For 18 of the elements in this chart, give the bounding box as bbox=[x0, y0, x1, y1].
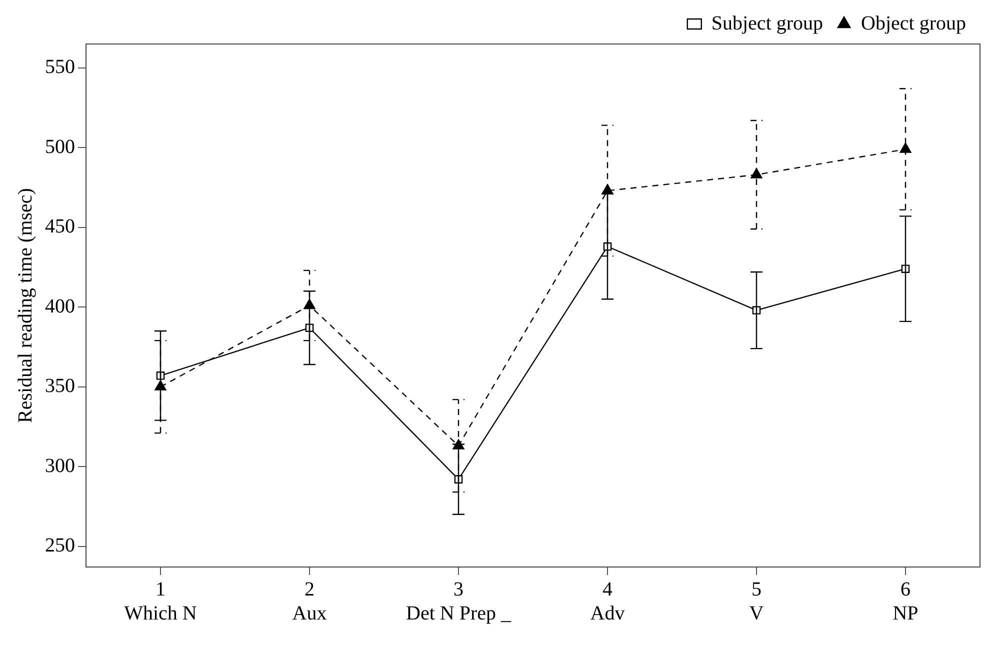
y-axis-title: Residual reading time (msec) bbox=[14, 188, 36, 423]
point bbox=[750, 168, 762, 178]
y-tick-label: 550 bbox=[45, 56, 75, 78]
point bbox=[900, 142, 912, 153]
y-tick-label: 300 bbox=[45, 454, 75, 477]
y-tick-label: 500 bbox=[45, 136, 75, 158]
legend-label: Object group bbox=[861, 12, 966, 34]
x-tick-label: 4 Adv bbox=[590, 578, 625, 624]
x-tick-label: 2 Aux bbox=[292, 578, 327, 624]
y-tick-label: 450 bbox=[45, 216, 75, 238]
x-tick-label: 1 Which N bbox=[124, 578, 197, 624]
x-tick-label: 3 Det N Prep _ bbox=[406, 578, 512, 624]
y-tick-label: 250 bbox=[45, 534, 75, 557]
x-tick-label: 5 V bbox=[749, 578, 764, 624]
y-tick-label: 350 bbox=[45, 375, 75, 398]
y-tick-label: 400 bbox=[45, 295, 75, 318]
legend-label: Subject group bbox=[711, 12, 824, 34]
x-tick-label: 6 NP bbox=[892, 578, 918, 624]
